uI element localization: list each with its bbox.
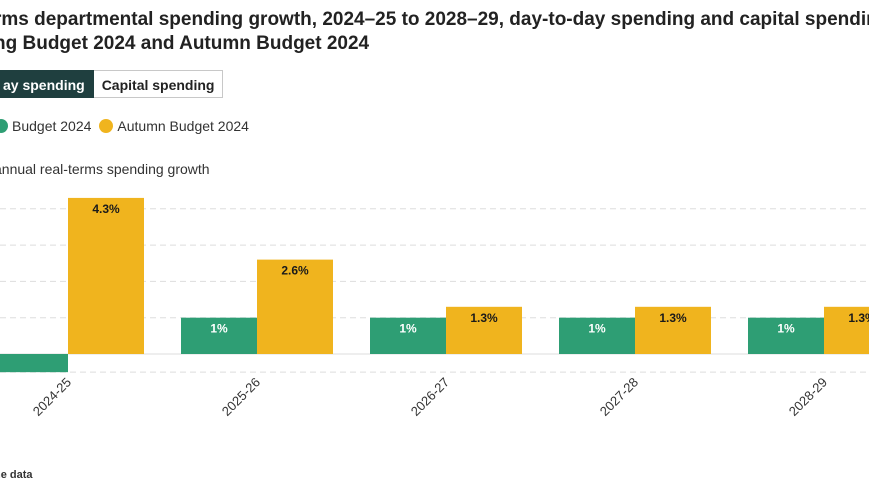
bar-spring-2027-28 [559, 317, 635, 354]
bar-chart: 4.3% 2024-25 1% 2.6% 2025-26 1% 1.3% 2026-27 1% 1… [0, 197, 869, 419]
legend-swatch-spring-budget [0, 119, 8, 133]
bar-spring-2024-25 [0, 354, 68, 373]
bar-spring-2028-29 [748, 317, 824, 354]
data-label: 1% [399, 322, 417, 336]
x-tick-label: 2026-27 [408, 375, 452, 419]
x-tick-label: 2027-28 [597, 375, 641, 419]
data-label: 1.3% [848, 311, 869, 325]
data-label: 1.3% [659, 311, 687, 325]
data-link[interactable]: he data [0, 469, 33, 481]
bar-spring-2025-26 [181, 317, 257, 354]
y-axis-caption: annual real-terms spending growth [0, 161, 210, 177]
bar-autumn-2024-25 [68, 197, 144, 354]
x-tick-label: 2028-29 [786, 375, 830, 419]
chart-title-line-1: rms departmental spending growth, 2024–2… [0, 9, 869, 30]
tab-capital-spending[interactable]: Capital spending [93, 70, 224, 98]
bar-spring-2026-27 [370, 317, 446, 354]
data-label: 1% [210, 322, 228, 336]
bar-autumn-2028-29 [824, 306, 869, 354]
x-tick-label: 2025-26 [219, 375, 263, 419]
spending-type-tabs: ay spending Capital spending [0, 70, 224, 98]
bar-autumn-2026-27 [446, 306, 522, 354]
data-label: 1.3% [470, 311, 498, 325]
x-tick-label: 2024-25 [30, 375, 74, 419]
chart-title: rms departmental spending growth, 2024–2… [0, 8, 869, 56]
tab-day-to-day-spending[interactable]: ay spending [0, 70, 94, 98]
chart-title-line-2: ng Budget 2024 and Autumn Budget 2024 [0, 33, 370, 54]
bar-autumn-2027-28 [635, 306, 711, 354]
data-label: 2.6% [281, 264, 309, 278]
data-label: 1% [777, 322, 795, 336]
chart-legend: Budget 2024 Autumn Budget 2024 [0, 118, 257, 134]
data-label: 4.3% [92, 202, 120, 216]
legend-label-autumn-budget: Autumn Budget 2024 [117, 118, 249, 134]
legend-item-autumn-budget[interactable]: Autumn Budget 2024 [99, 118, 249, 134]
data-label: 1% [588, 322, 606, 336]
legend-swatch-autumn-budget [99, 119, 114, 133]
legend-label-spring-budget: Budget 2024 [12, 118, 92, 134]
legend-item-spring-budget[interactable]: Budget 2024 [0, 118, 91, 134]
bar-autumn-2025-26 [257, 259, 333, 354]
